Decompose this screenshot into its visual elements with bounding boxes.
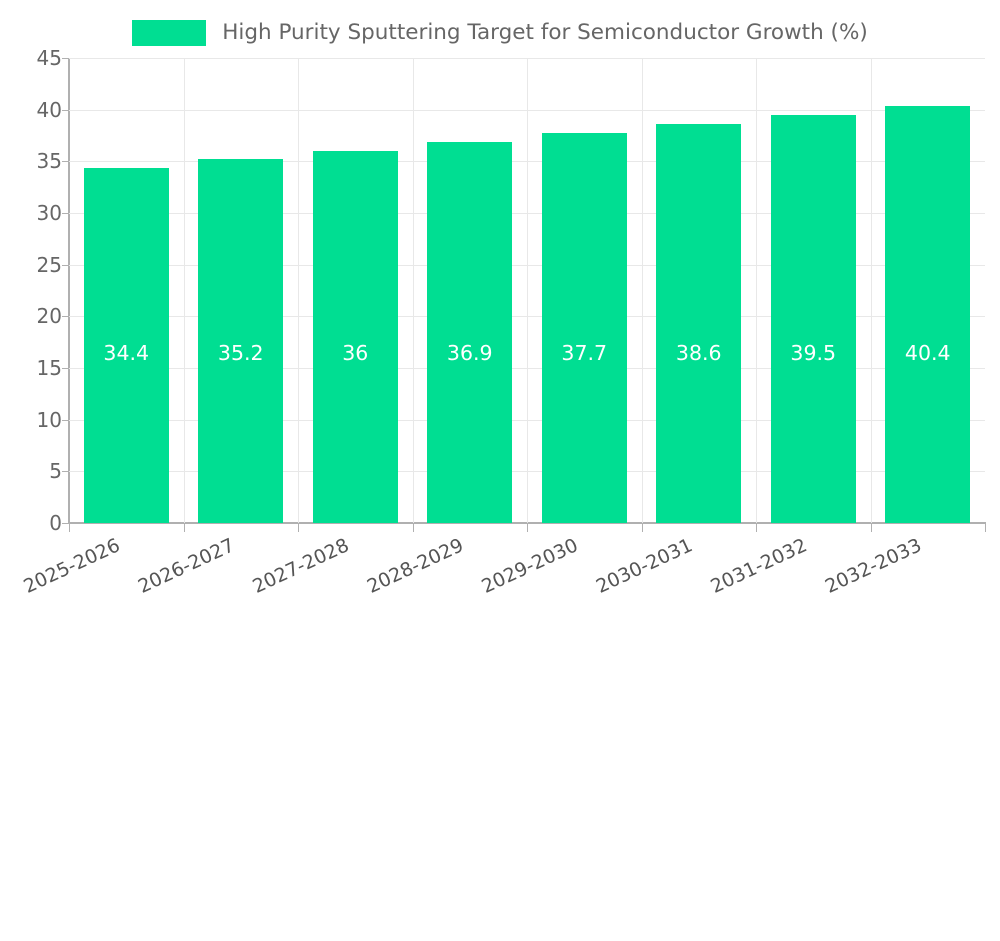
y-tick-mark xyxy=(62,471,69,473)
x-tick-mark xyxy=(298,524,299,532)
bar[interactable]: 34.4 xyxy=(83,167,169,523)
legend-item-label: High Purity Sputtering Target for Semico… xyxy=(222,20,868,46)
x-tick-mark xyxy=(871,524,872,532)
bar-value-label: 40.4 xyxy=(904,341,951,365)
x-tick-label: 2029-2030 xyxy=(478,534,582,598)
bar[interactable]: 36 xyxy=(312,151,398,523)
gridline-vertical xyxy=(527,58,528,523)
y-tick-label: 35 xyxy=(36,149,62,174)
y-tick-label: 30 xyxy=(36,201,62,225)
x-tick-mark xyxy=(756,524,757,532)
x-axis-spine xyxy=(68,522,986,524)
bar[interactable]: 39.5 xyxy=(770,114,856,523)
y-tick-label: 5 xyxy=(49,459,62,484)
x-tick-mark xyxy=(413,524,414,532)
y-tick-mark xyxy=(62,316,69,318)
bar[interactable]: 40.4 xyxy=(885,105,971,523)
bar[interactable]: 35.2 xyxy=(198,159,284,523)
x-tick-mark xyxy=(184,524,185,532)
x-tick-mark xyxy=(527,524,528,532)
bar-value-label: 39.5 xyxy=(790,341,837,365)
bar[interactable]: 38.6 xyxy=(656,124,742,523)
bar-value-label: 34.4 xyxy=(103,341,150,365)
bar-chart: High Purity Sputtering Target for Semico… xyxy=(0,0,1000,600)
y-tick-mark xyxy=(62,213,69,214)
bar[interactable]: 36.9 xyxy=(427,141,513,523)
gridline-vertical xyxy=(642,58,643,523)
y-tick-mark xyxy=(62,109,69,111)
x-tick-mark xyxy=(69,524,70,532)
y-tick-mark xyxy=(62,58,69,59)
y-axis-spine xyxy=(68,58,70,524)
y-axis-ticks: 0 5 10 15 20 25 30 35 40 45 xyxy=(0,0,69,600)
legend-color-swatch xyxy=(132,20,207,46)
bar-value-label: 36 xyxy=(342,341,369,365)
gridline-vertical xyxy=(871,58,872,523)
gridline-vertical xyxy=(184,58,185,523)
x-tick-mark xyxy=(642,524,643,532)
y-tick-mark xyxy=(62,264,69,266)
y-tick-label: 40 xyxy=(36,97,62,122)
y-tick-label: 15 xyxy=(36,356,62,380)
bar-value-label: 38.6 xyxy=(675,341,722,365)
gridline-vertical xyxy=(413,58,414,523)
bar[interactable]: 37.7 xyxy=(541,133,627,523)
y-tick-mark xyxy=(62,368,69,369)
bar-value-label: 37.7 xyxy=(561,341,608,365)
y-tick-label: 0 xyxy=(49,511,62,535)
y-tick-label: 20 xyxy=(36,304,62,329)
y-tick-mark xyxy=(62,523,69,524)
x-tick-label: 2031-2032 xyxy=(707,534,811,598)
y-tick-label: 45 xyxy=(36,46,62,70)
y-tick-label: 10 xyxy=(36,407,62,432)
gridline-vertical xyxy=(756,58,757,523)
y-tick-mark xyxy=(62,161,69,163)
x-tick-mark xyxy=(985,524,986,532)
y-tick-mark xyxy=(62,419,69,421)
bar-value-label: 36.9 xyxy=(446,341,493,365)
gridline-vertical xyxy=(298,58,299,523)
chart-legend: High Purity Sputtering Target for Semico… xyxy=(0,16,1000,50)
bar-value-label: 35.2 xyxy=(217,341,264,365)
plot-area: 34.4 35.2 36 36.9 37.7 38.6 39.5 40.4 xyxy=(69,58,985,523)
x-tick-label: 2028-2029 xyxy=(363,534,467,598)
y-tick-label: 25 xyxy=(36,252,62,277)
